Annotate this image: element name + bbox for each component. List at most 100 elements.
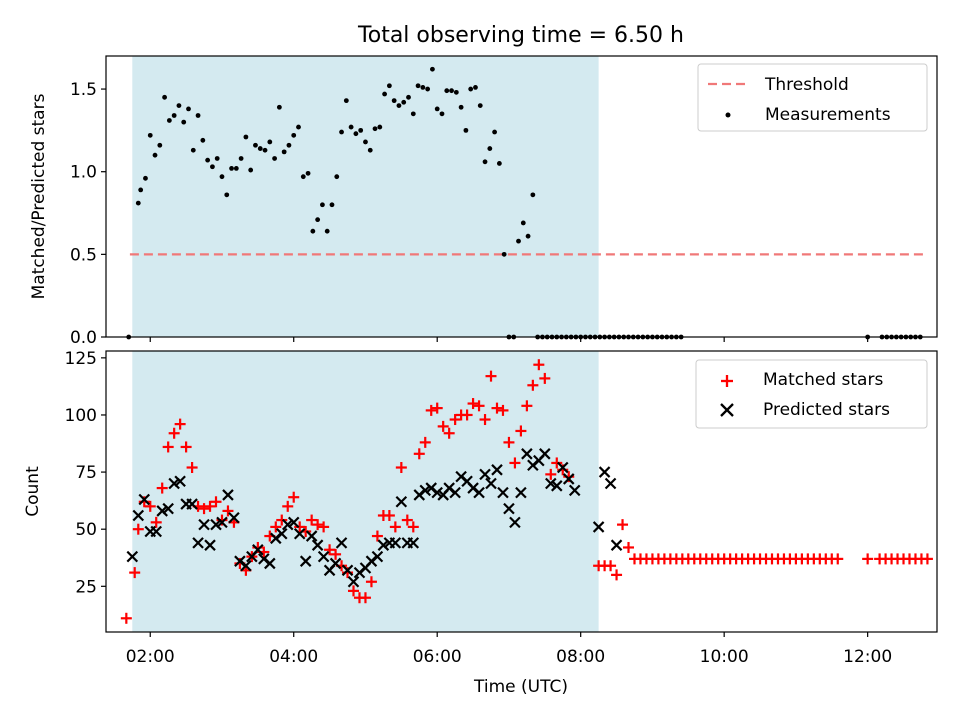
matched-star-marker (533, 359, 545, 371)
matched-star-marker (270, 521, 282, 533)
measurement-point (315, 217, 321, 223)
x-axis-label: Time (UTC) (473, 677, 568, 697)
predicted-star-marker (132, 509, 145, 522)
predicted-star-marker (192, 537, 204, 549)
measurement-point (487, 146, 493, 151)
predicted-star-marker (222, 489, 234, 501)
legend-predicted-swatch (720, 403, 734, 417)
measurement-point (286, 142, 292, 148)
predicted-star-marker (377, 539, 390, 551)
matched-star-marker (348, 585, 360, 597)
measurement-point (214, 156, 220, 161)
measurement-point (281, 149, 287, 155)
predicted-star-marker (329, 557, 342, 570)
measurement-point (224, 192, 230, 198)
count-y-tick-label: 50 (75, 520, 97, 540)
count-y-ticks: 25 50 75 100 125 (65, 349, 106, 597)
matched-star-marker (515, 425, 527, 437)
measurement-point (262, 147, 268, 153)
matched-star-marker (503, 436, 515, 448)
predicted-star-marker (168, 477, 180, 490)
measurement-point (525, 233, 531, 239)
measurement-point (530, 192, 536, 198)
measurement-point (492, 129, 497, 135)
measurement-point (276, 104, 282, 110)
matched-star-marker (527, 379, 539, 391)
measurement-point (162, 94, 167, 100)
ratio-x-ticks (149, 337, 869, 342)
measurement-point (444, 88, 450, 94)
measurement-point (248, 167, 254, 173)
predicted-star-marker (228, 511, 240, 524)
predicted-star-marker (216, 516, 228, 529)
predicted-star-marker (347, 575, 360, 588)
measurement-point (439, 111, 445, 117)
measurement-point (463, 127, 469, 133)
matched-star-marker (371, 530, 383, 542)
predicted-star-marker (198, 518, 210, 531)
measurement-point (310, 228, 316, 234)
measurement-point (329, 202, 335, 208)
matched-star-marker (318, 521, 330, 533)
predicted-star-marker (449, 486, 461, 499)
matched-star-marker (395, 462, 407, 474)
matched-star-marker (282, 500, 294, 512)
matched-star-marker (312, 519, 324, 531)
count-axes-frame (105, 350, 938, 633)
predicted-star-marker (240, 559, 252, 572)
matched-star-marker (144, 500, 156, 512)
measurement-point (219, 174, 225, 180)
predicted-star-marker (610, 539, 623, 551)
matched-star-marker (521, 400, 533, 412)
predicted-star-marker (317, 550, 330, 563)
ratio-y-axis-label: Matched/Predicted stars (29, 93, 49, 299)
predicted-star-marker (497, 486, 509, 499)
matched-star-marker (180, 441, 192, 453)
predicted-star-marker (341, 564, 354, 577)
matched-star-marker (921, 553, 933, 565)
matched-star-marker (150, 516, 162, 528)
predicted-star-marker (503, 502, 515, 515)
matched-star-marker (210, 496, 222, 508)
measurement-point (296, 124, 301, 130)
count-y-tick-label: 75 (75, 463, 97, 483)
measurement-point (320, 202, 325, 208)
measurement-point (496, 161, 502, 166)
matched-star-marker (862, 553, 874, 565)
measurement-point (382, 91, 387, 97)
measurement-point (205, 157, 211, 163)
measurement-point (147, 132, 153, 138)
matched-star-marker (132, 523, 144, 535)
predicted-star-marker (264, 557, 276, 570)
measurement-point (166, 118, 172, 123)
measurement-point (410, 111, 416, 117)
predicted-star-marker (568, 484, 581, 497)
predicted-star-marker (293, 527, 306, 540)
matched-star-marker (129, 567, 141, 579)
measurement-point (238, 156, 244, 161)
x-tick-label: 10:00 (700, 647, 749, 667)
measurement-point (415, 83, 421, 89)
measurement-point (291, 132, 297, 138)
matched-star-marker (479, 414, 491, 426)
predicted-star-marker (479, 468, 491, 481)
matched-star-marker (276, 514, 288, 526)
legend-measurements-label: Measurements (765, 105, 891, 125)
measurement-point (210, 164, 215, 170)
matched-star-marker (186, 462, 198, 474)
matched-star-marker (156, 482, 168, 494)
predicted-star-marker (311, 539, 324, 551)
matched-star-marker (485, 370, 497, 382)
predicted-star-marker (395, 496, 408, 508)
predicted-star-marker (491, 464, 503, 476)
measurement-point (157, 142, 163, 148)
predicted-star-marker (150, 525, 162, 538)
measurement-point (367, 147, 373, 153)
matched-star-marker (539, 372, 551, 384)
matched-star-marker (425, 404, 437, 416)
matched-star-marker (413, 448, 425, 460)
measurement-point (468, 86, 474, 92)
matched-star-marker (407, 521, 419, 533)
matched-star-marker (509, 457, 521, 469)
